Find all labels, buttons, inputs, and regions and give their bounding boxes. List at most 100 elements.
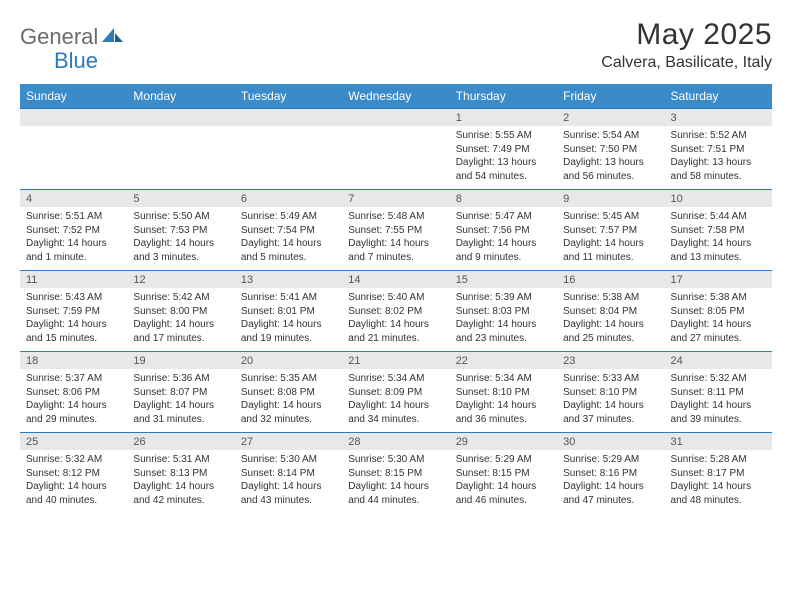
daylight-text: Daylight: 14 hours and 42 minutes. (133, 480, 228, 507)
day-body: Sunrise: 5:31 AMSunset: 8:13 PMDaylight:… (127, 450, 234, 513)
calendar-cell: 18Sunrise: 5:37 AMSunset: 8:06 PMDayligh… (20, 352, 127, 433)
sunset-text: Sunset: 7:52 PM (26, 224, 121, 238)
day-number: 10 (665, 190, 772, 207)
daylight-text: Daylight: 14 hours and 5 minutes. (241, 237, 336, 264)
calendar-cell (127, 109, 234, 190)
sunset-text: Sunset: 8:04 PM (563, 305, 658, 319)
calendar-cell (235, 109, 342, 190)
daylight-text: Daylight: 14 hours and 36 minutes. (456, 399, 551, 426)
calendar-cell: 13Sunrise: 5:41 AMSunset: 8:01 PMDayligh… (235, 271, 342, 352)
calendar-cell: 24Sunrise: 5:32 AMSunset: 8:11 PMDayligh… (665, 352, 772, 433)
day-body: Sunrise: 5:43 AMSunset: 7:59 PMDaylight:… (20, 288, 127, 351)
day-body: Sunrise: 5:49 AMSunset: 7:54 PMDaylight:… (235, 207, 342, 270)
daylight-text: Daylight: 14 hours and 1 minute. (26, 237, 121, 264)
sunset-text: Sunset: 8:13 PM (133, 467, 228, 481)
day-number: 18 (20, 352, 127, 369)
sunrise-text: Sunrise: 5:37 AM (26, 372, 121, 386)
sunrise-text: Sunrise: 5:40 AM (348, 291, 443, 305)
sunrise-text: Sunrise: 5:44 AM (671, 210, 766, 224)
daylight-text: Daylight: 14 hours and 47 minutes. (563, 480, 658, 507)
day-number: 16 (557, 271, 664, 288)
sunset-text: Sunset: 7:59 PM (26, 305, 121, 319)
daylight-text: Daylight: 14 hours and 37 minutes. (563, 399, 658, 426)
calendar-cell: 8Sunrise: 5:47 AMSunset: 7:56 PMDaylight… (450, 190, 557, 271)
sunset-text: Sunset: 8:11 PM (671, 386, 766, 400)
weekday-header: Saturday (665, 84, 772, 109)
daylight-text: Daylight: 14 hours and 9 minutes. (456, 237, 551, 264)
day-body: Sunrise: 5:40 AMSunset: 8:02 PMDaylight:… (342, 288, 449, 351)
day-number: 27 (235, 433, 342, 450)
calendar-cell: 19Sunrise: 5:36 AMSunset: 8:07 PMDayligh… (127, 352, 234, 433)
day-number: 19 (127, 352, 234, 369)
day-number: 2 (557, 109, 664, 126)
calendar-cell: 3Sunrise: 5:52 AMSunset: 7:51 PMDaylight… (665, 109, 772, 190)
calendar-cell: 28Sunrise: 5:30 AMSunset: 8:15 PMDayligh… (342, 433, 449, 514)
daylight-text: Daylight: 13 hours and 54 minutes. (456, 156, 551, 183)
sunset-text: Sunset: 8:02 PM (348, 305, 443, 319)
calendar-cell: 14Sunrise: 5:40 AMSunset: 8:02 PMDayligh… (342, 271, 449, 352)
calendar-cell: 17Sunrise: 5:38 AMSunset: 8:05 PMDayligh… (665, 271, 772, 352)
sunset-text: Sunset: 8:07 PM (133, 386, 228, 400)
day-body: Sunrise: 5:48 AMSunset: 7:55 PMDaylight:… (342, 207, 449, 270)
weekday-header-row: Sunday Monday Tuesday Wednesday Thursday… (20, 84, 772, 109)
day-body: Sunrise: 5:38 AMSunset: 8:05 PMDaylight:… (665, 288, 772, 351)
weekday-header: Sunday (20, 84, 127, 109)
day-body: Sunrise: 5:39 AMSunset: 8:03 PMDaylight:… (450, 288, 557, 351)
day-body: Sunrise: 5:33 AMSunset: 8:10 PMDaylight:… (557, 369, 664, 432)
day-number: 15 (450, 271, 557, 288)
day-number: 11 (20, 271, 127, 288)
daylight-text: Daylight: 14 hours and 31 minutes. (133, 399, 228, 426)
calendar-cell: 23Sunrise: 5:33 AMSunset: 8:10 PMDayligh… (557, 352, 664, 433)
day-number: 9 (557, 190, 664, 207)
sunrise-text: Sunrise: 5:52 AM (671, 129, 766, 143)
daylight-text: Daylight: 14 hours and 43 minutes. (241, 480, 336, 507)
day-number (235, 109, 342, 126)
sunrise-text: Sunrise: 5:31 AM (133, 453, 228, 467)
day-body: Sunrise: 5:29 AMSunset: 8:15 PMDaylight:… (450, 450, 557, 513)
sunset-text: Sunset: 8:05 PM (671, 305, 766, 319)
calendar-cell: 27Sunrise: 5:30 AMSunset: 8:14 PMDayligh… (235, 433, 342, 514)
sunset-text: Sunset: 7:51 PM (671, 143, 766, 157)
calendar-cell: 26Sunrise: 5:31 AMSunset: 8:13 PMDayligh… (127, 433, 234, 514)
sunrise-text: Sunrise: 5:43 AM (26, 291, 121, 305)
day-body: Sunrise: 5:44 AMSunset: 7:58 PMDaylight:… (665, 207, 772, 270)
sunrise-text: Sunrise: 5:51 AM (26, 210, 121, 224)
daylight-text: Daylight: 14 hours and 25 minutes. (563, 318, 658, 345)
day-body: Sunrise: 5:55 AMSunset: 7:49 PMDaylight:… (450, 126, 557, 189)
day-body (127, 126, 234, 188)
calendar-body: 1Sunrise: 5:55 AMSunset: 7:49 PMDaylight… (20, 109, 772, 514)
day-number: 1 (450, 109, 557, 126)
daylight-text: Daylight: 14 hours and 19 minutes. (241, 318, 336, 345)
calendar-cell: 15Sunrise: 5:39 AMSunset: 8:03 PMDayligh… (450, 271, 557, 352)
day-body: Sunrise: 5:28 AMSunset: 8:17 PMDaylight:… (665, 450, 772, 513)
sunset-text: Sunset: 8:17 PM (671, 467, 766, 481)
day-number (127, 109, 234, 126)
daylight-text: Daylight: 14 hours and 15 minutes. (26, 318, 121, 345)
calendar-cell: 10Sunrise: 5:44 AMSunset: 7:58 PMDayligh… (665, 190, 772, 271)
day-number: 5 (127, 190, 234, 207)
calendar-cell: 6Sunrise: 5:49 AMSunset: 7:54 PMDaylight… (235, 190, 342, 271)
day-body: Sunrise: 5:30 AMSunset: 8:15 PMDaylight:… (342, 450, 449, 513)
month-title: May 2025 (601, 18, 772, 52)
daylight-text: Daylight: 14 hours and 13 minutes. (671, 237, 766, 264)
day-body: Sunrise: 5:32 AMSunset: 8:11 PMDaylight:… (665, 369, 772, 432)
sunset-text: Sunset: 7:58 PM (671, 224, 766, 238)
day-body: Sunrise: 5:38 AMSunset: 8:04 PMDaylight:… (557, 288, 664, 351)
sunrise-text: Sunrise: 5:48 AM (348, 210, 443, 224)
sunrise-text: Sunrise: 5:47 AM (456, 210, 551, 224)
daylight-text: Daylight: 14 hours and 32 minutes. (241, 399, 336, 426)
day-number: 8 (450, 190, 557, 207)
day-body: Sunrise: 5:36 AMSunset: 8:07 PMDaylight:… (127, 369, 234, 432)
calendar-cell: 2Sunrise: 5:54 AMSunset: 7:50 PMDaylight… (557, 109, 664, 190)
sunrise-text: Sunrise: 5:29 AM (456, 453, 551, 467)
daylight-text: Daylight: 14 hours and 23 minutes. (456, 318, 551, 345)
sunset-text: Sunset: 7:54 PM (241, 224, 336, 238)
calendar-cell (342, 109, 449, 190)
sunset-text: Sunset: 8:09 PM (348, 386, 443, 400)
calendar-week-row: 18Sunrise: 5:37 AMSunset: 8:06 PMDayligh… (20, 352, 772, 433)
sunrise-text: Sunrise: 5:33 AM (563, 372, 658, 386)
sunrise-text: Sunrise: 5:54 AM (563, 129, 658, 143)
day-number: 30 (557, 433, 664, 450)
sunrise-text: Sunrise: 5:35 AM (241, 372, 336, 386)
sunrise-text: Sunrise: 5:38 AM (671, 291, 766, 305)
